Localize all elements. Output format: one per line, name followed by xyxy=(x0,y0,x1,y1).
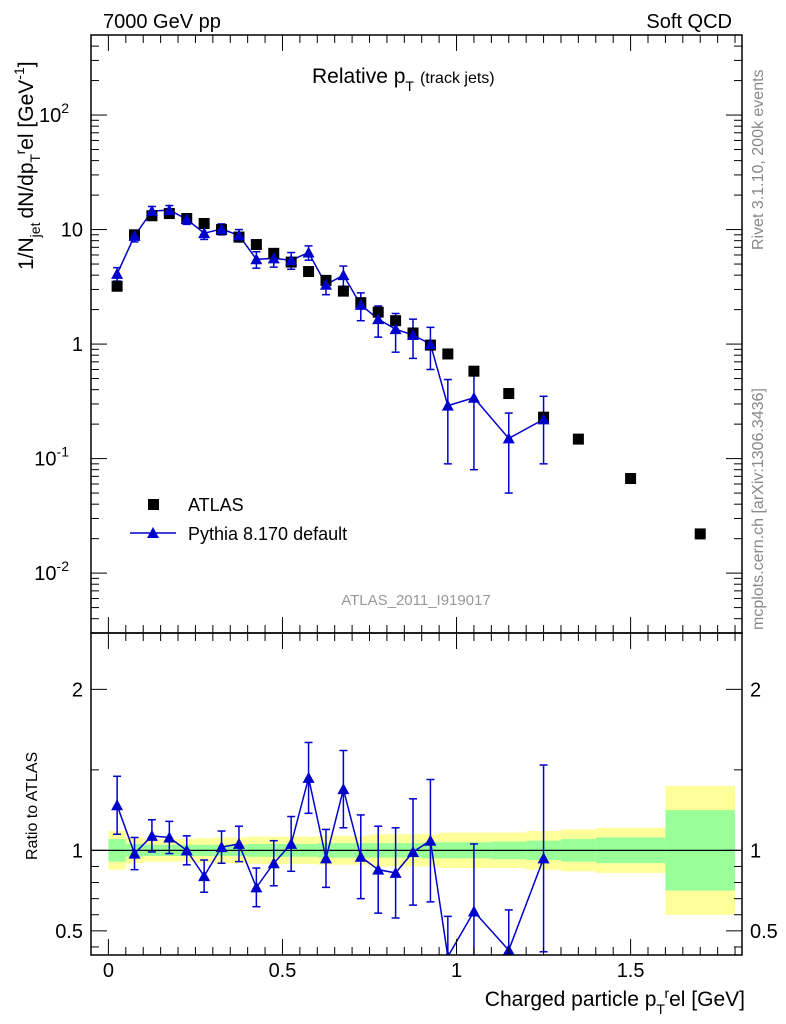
ratio-data-layer xyxy=(111,741,550,955)
ratio-pythia-point xyxy=(354,850,367,862)
ratio-y-tick-label-right: 0.5 xyxy=(750,921,778,943)
ratio-y-tick-label: 1 xyxy=(72,840,83,862)
pythia-point xyxy=(302,246,315,258)
ratio-pythia-point xyxy=(163,831,176,843)
ratio-pythia-point xyxy=(145,829,158,841)
ratio-pythia-point xyxy=(250,881,263,893)
atlas-point xyxy=(390,315,402,327)
ratio-pythia-point xyxy=(407,845,420,857)
pythia-point xyxy=(232,229,245,241)
pythia-point xyxy=(441,399,454,411)
pythia-point xyxy=(354,298,367,310)
pythia-point xyxy=(319,278,332,290)
atlas-point xyxy=(503,388,515,400)
atlas-point xyxy=(694,528,706,540)
pythia-point xyxy=(267,252,280,264)
ratio-y-tick-label: 0.5 xyxy=(55,921,83,943)
pythia-point xyxy=(502,432,515,444)
main-y-tick-label: 10 xyxy=(61,220,83,242)
ratio-pythia-point xyxy=(232,837,245,849)
ratio-pythia-point xyxy=(319,852,332,864)
rivet-note: Rivet 3.1.10, 200k events xyxy=(750,69,767,250)
header-left: 7000 GeV pp xyxy=(103,11,221,33)
legend-marker-pythia xyxy=(147,527,159,538)
main-y-tick-label: 1 xyxy=(72,334,83,356)
legend-label-pythia: Pythia 8.170 default xyxy=(188,524,347,544)
ratio-pythia-point xyxy=(198,870,211,882)
pythia-point xyxy=(372,313,385,325)
mcplots-note: mcplots.cern.ch [arXiv:1306.3436] xyxy=(750,388,767,630)
main-y-tick-label: 10-2 xyxy=(34,558,69,585)
atlas-point xyxy=(111,280,123,292)
ratio-pythia-point xyxy=(372,863,385,875)
ratio-pythia-point xyxy=(267,857,280,869)
main-y-tick-label: 102 xyxy=(39,100,69,127)
legend-label-atlas: ATLAS xyxy=(188,495,244,515)
ratio-y-tick-label-right: 1 xyxy=(750,840,761,862)
atlas-point xyxy=(625,473,637,485)
main-axis-ticks: 10-2 10-1 1 10 102 xyxy=(34,34,742,634)
pythia-point xyxy=(537,413,550,425)
main-data-layer xyxy=(111,204,706,540)
pythia-point xyxy=(111,267,124,279)
ratio-pythia-point xyxy=(445,950,451,955)
ratio-pythia-point xyxy=(302,771,315,783)
ratio-pythia-point xyxy=(215,841,228,853)
pythia-point xyxy=(128,229,141,241)
pythia-line xyxy=(116,209,544,440)
atlas-point xyxy=(250,239,262,251)
ratio-pythia-point xyxy=(424,834,437,846)
pythia-point xyxy=(467,391,480,403)
x-tick-label: 1 xyxy=(451,960,462,982)
ratio-panel: 0.5 0.5 1 1 2 2 0 0.5 1 1.5 Ratio to ATLAS xyxy=(24,632,778,982)
ratio-frame xyxy=(90,632,743,956)
ratio-pythia-point xyxy=(111,799,124,811)
ratio-pythia-point xyxy=(467,905,480,917)
ratio-y-axis-label: Ratio to ATLAS xyxy=(24,752,41,860)
pythia-point xyxy=(337,269,350,281)
x-axis-label: Charged particle pTrel [GeV] xyxy=(485,985,745,1017)
main-y-axis-label: 1/NjetdN/dpTrel [GeV-1] xyxy=(11,61,43,270)
atlas-point xyxy=(468,365,480,377)
pythia-point xyxy=(424,338,437,350)
main-y-tick-label: 10-1 xyxy=(34,444,69,471)
analysis-watermark: ATLAS_2011_I919017 xyxy=(341,592,491,609)
x-tick-label: 0 xyxy=(103,960,114,982)
ratio-pythia-point xyxy=(180,844,193,856)
pythia-point xyxy=(389,323,402,335)
x-tick-label: 0.5 xyxy=(269,960,297,982)
atlas-point xyxy=(198,217,210,229)
pythia-point xyxy=(215,223,228,235)
atlas-point xyxy=(303,266,315,278)
atlas-point xyxy=(442,348,454,360)
pythia-point xyxy=(407,329,420,341)
pythia-point xyxy=(285,254,298,266)
main-panel: 10-2 10-1 1 10 102 Relative pT (track jets) 1… xyxy=(11,34,743,634)
pythia-point xyxy=(250,253,263,265)
pythia-point xyxy=(145,205,158,217)
ratio-pythia-point xyxy=(537,852,550,864)
ratio-pythia-point xyxy=(128,847,141,859)
ratio-axis-ticks: 0.5 0.5 1 1 2 2 0 0.5 1 1.5 xyxy=(55,633,778,982)
pythia-point xyxy=(198,227,211,239)
pythia-point xyxy=(163,204,176,216)
legend: ATLAS Pythia 8.170 default xyxy=(130,495,347,544)
x-tick-label: 1.5 xyxy=(617,960,645,982)
ratio-y-tick-label-right: 2 xyxy=(750,679,761,701)
ratio-pythia-point xyxy=(389,866,402,878)
pythia-point xyxy=(180,213,193,225)
atlas-point xyxy=(337,285,349,297)
ratio-pythia-point xyxy=(337,783,350,795)
main-title: Relative pT (track jets) xyxy=(312,65,495,94)
header-right: Soft QCD xyxy=(646,11,732,33)
legend-marker-atlas xyxy=(148,499,159,510)
atlas-point xyxy=(372,306,384,318)
ratio-pythia-point xyxy=(285,837,298,849)
atlas-point xyxy=(572,433,584,445)
ratio-y-tick-label: 2 xyxy=(72,679,83,701)
